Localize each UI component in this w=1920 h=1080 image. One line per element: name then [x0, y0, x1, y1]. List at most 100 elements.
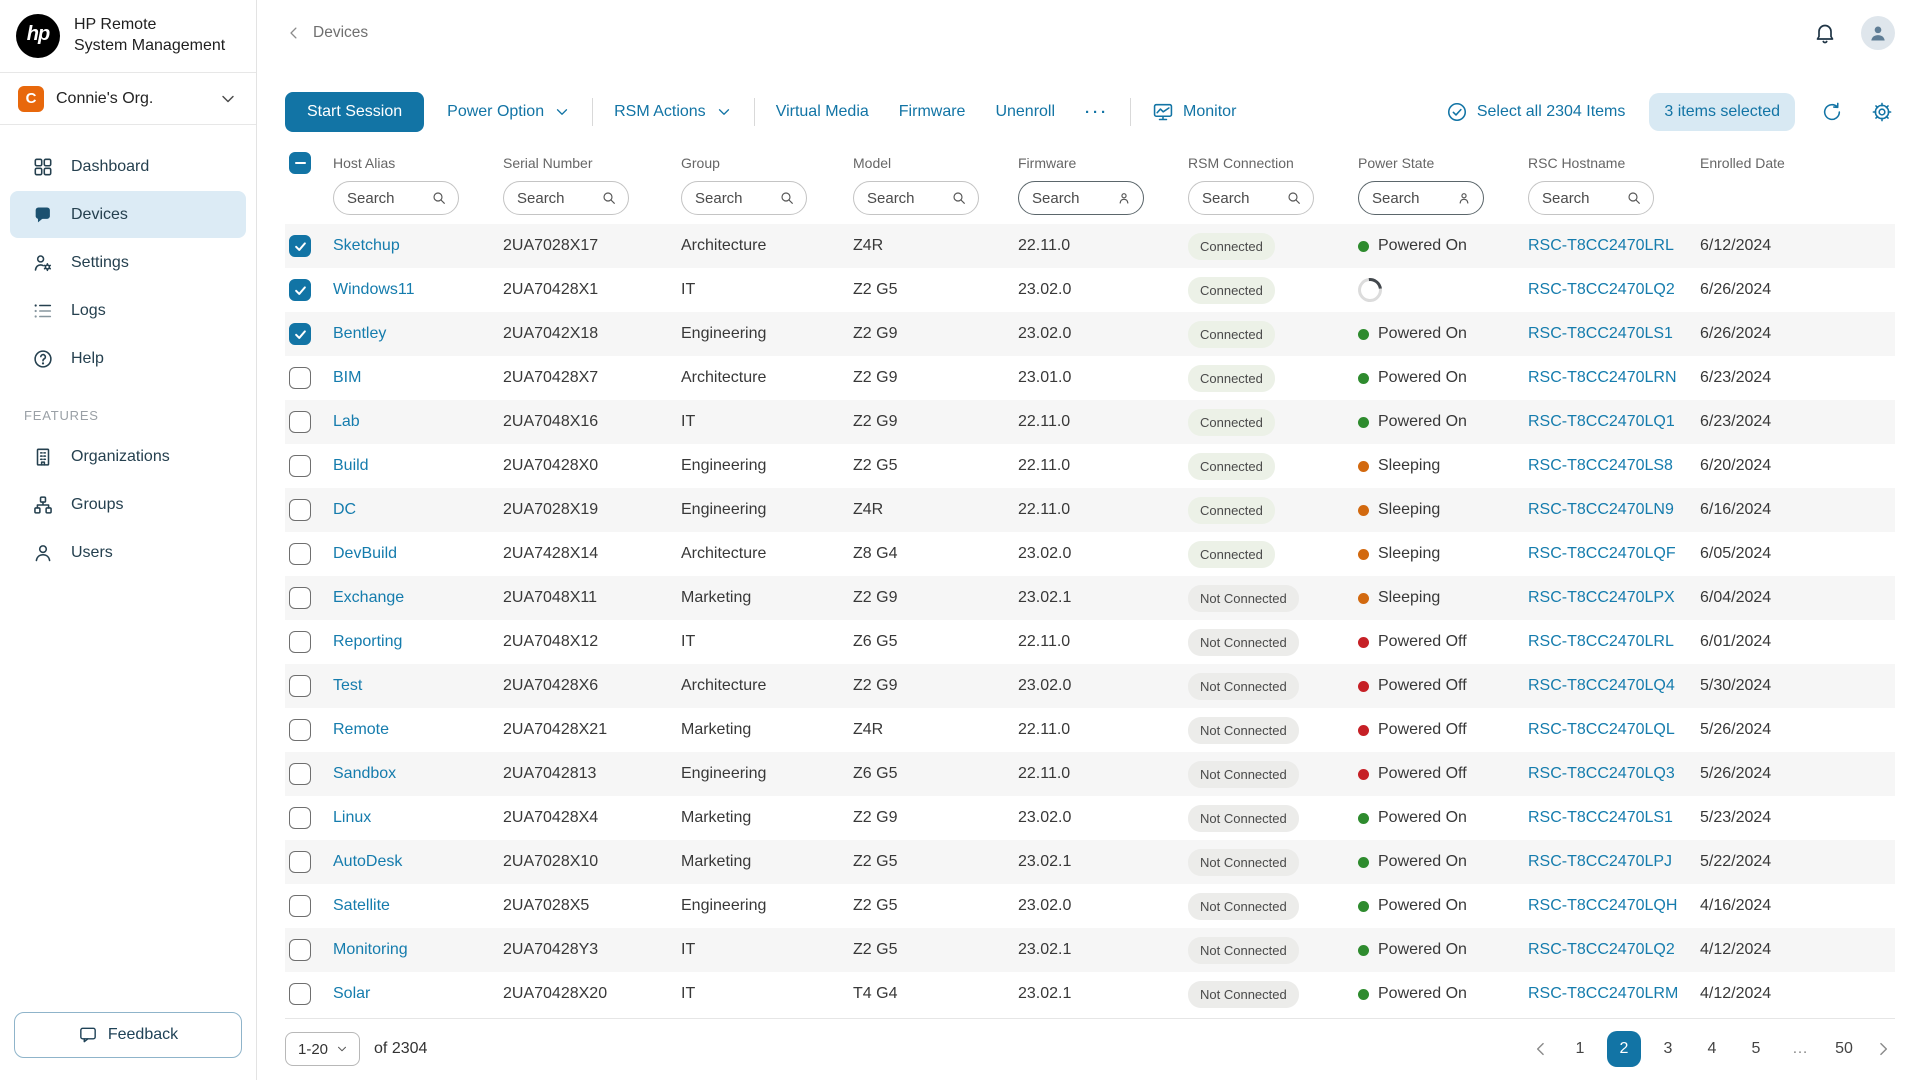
- filter-input-rsm-connection[interactable]: [1202, 190, 1286, 207]
- rsc-hostname-link[interactable]: RSC-T8CC2470LPJ: [1528, 853, 1672, 870]
- user-avatar[interactable]: [1861, 16, 1895, 50]
- host-alias-link[interactable]: BIM: [333, 369, 361, 386]
- row-checkbox[interactable]: [289, 455, 311, 477]
- host-alias-link[interactable]: DC: [333, 501, 356, 518]
- row-checkbox[interactable]: [289, 983, 311, 1005]
- row-checkbox[interactable]: [289, 411, 311, 433]
- row-checkbox[interactable]: [289, 763, 311, 785]
- unenroll-button[interactable]: Unenroll: [980, 92, 1070, 132]
- page-button-50[interactable]: 50: [1827, 1031, 1861, 1067]
- host-alias-link[interactable]: Windows11: [333, 281, 415, 298]
- page-button-2[interactable]: 2: [1607, 1031, 1641, 1067]
- page-button-1[interactable]: 1: [1563, 1031, 1597, 1067]
- previous-page-button[interactable]: [1529, 1037, 1553, 1061]
- row-checkbox[interactable]: [289, 543, 311, 565]
- row-checkbox[interactable]: [289, 235, 311, 257]
- rsc-hostname-link[interactable]: RSC-T8CC2470LQ2: [1528, 941, 1675, 958]
- rsc-hostname-link[interactable]: RSC-T8CC2470LRN: [1528, 369, 1677, 386]
- start-session-button[interactable]: Start Session: [285, 92, 424, 132]
- sidebar-item-dashboard[interactable]: Dashboard: [10, 143, 246, 190]
- sidebar-item-organizations[interactable]: Organizations: [10, 433, 246, 480]
- rsc-hostname-link[interactable]: RSC-T8CC2470LRL: [1528, 237, 1674, 254]
- host-alias-link[interactable]: Build: [333, 457, 369, 474]
- host-alias-link[interactable]: Linux: [333, 809, 371, 826]
- rsc-hostname-link[interactable]: RSC-T8CC2470LS1: [1528, 325, 1673, 342]
- filter-input-rsc-hostname[interactable]: [1542, 190, 1626, 207]
- firmware-button[interactable]: Firmware: [884, 92, 981, 132]
- row-checkbox[interactable]: [289, 587, 311, 609]
- rsc-hostname-link[interactable]: RSC-T8CC2470LQ3: [1528, 765, 1675, 782]
- row-checkbox[interactable]: [289, 851, 311, 873]
- sidebar-item-settings[interactable]: Settings: [10, 239, 246, 286]
- rsc-hostname-link[interactable]: RSC-T8CC2470LQH: [1528, 897, 1677, 914]
- rsc-hostname-link[interactable]: RSC-T8CC2470LS8: [1528, 457, 1673, 474]
- rsc-hostname-link[interactable]: RSC-T8CC2470LQ2: [1528, 281, 1675, 298]
- breadcrumb[interactable]: Devices: [285, 24, 368, 42]
- org-selector[interactable]: C Connie's Org.: [0, 73, 256, 125]
- more-actions-button[interactable]: ···: [1070, 92, 1124, 132]
- monitor-button[interactable]: Monitor: [1137, 92, 1251, 132]
- sidebar-item-logs[interactable]: Logs: [10, 287, 246, 334]
- table-settings-button[interactable]: [1869, 99, 1895, 125]
- notifications-bell-icon[interactable]: [1811, 19, 1839, 47]
- rsc-hostname-link[interactable]: RSC-T8CC2470LQF: [1528, 545, 1676, 562]
- rsc-hostname-link[interactable]: RSC-T8CC2470LQ4: [1528, 677, 1675, 694]
- next-page-button[interactable]: [1871, 1037, 1895, 1061]
- rsc-hostname-link[interactable]: RSC-T8CC2470LQ1: [1528, 413, 1675, 430]
- sidebar-item-label: Users: [71, 544, 113, 562]
- page-size-select[interactable]: 1-20: [285, 1032, 360, 1066]
- row-checkbox[interactable]: [289, 323, 311, 345]
- rsc-hostname-link[interactable]: RSC-T8CC2470LS1: [1528, 809, 1673, 826]
- rsc-hostname-link[interactable]: RSC-T8CC2470LPX: [1528, 589, 1675, 606]
- select-page-checkbox[interactable]: [289, 152, 311, 174]
- row-checkbox[interactable]: [289, 895, 311, 917]
- filter-input-power-state[interactable]: [1372, 190, 1456, 207]
- sidebar-item-devices[interactable]: Devices: [10, 191, 246, 238]
- page-button-5[interactable]: 5: [1739, 1031, 1773, 1067]
- virtual-media-button[interactable]: Virtual Media: [761, 92, 884, 132]
- filter-input-firmware[interactable]: [1032, 190, 1116, 207]
- rsc-hostname-link[interactable]: RSC-T8CC2470LQL: [1528, 721, 1675, 738]
- page-button-3[interactable]: 3: [1651, 1031, 1685, 1067]
- host-alias-link[interactable]: Test: [333, 677, 362, 694]
- host-alias-link[interactable]: Exchange: [333, 589, 404, 606]
- sidebar-item-groups[interactable]: Groups: [10, 481, 246, 528]
- rsm-actions-button[interactable]: RSM Actions: [599, 92, 748, 132]
- host-alias-link[interactable]: Solar: [333, 985, 370, 1002]
- row-checkbox[interactable]: [289, 499, 311, 521]
- page-button-4[interactable]: 4: [1695, 1031, 1729, 1067]
- rsc-hostname-link[interactable]: RSC-T8CC2470LRL: [1528, 633, 1674, 650]
- table-row: Sketchup2UA7028X17ArchitectureZ4R22.11.0…: [285, 224, 1895, 268]
- rsc-hostname-link[interactable]: RSC-T8CC2470LRM: [1528, 985, 1678, 1002]
- host-alias-link[interactable]: AutoDesk: [333, 853, 402, 870]
- feedback-button[interactable]: Feedback: [14, 1012, 242, 1058]
- sidebar-item-users[interactable]: Users: [10, 529, 246, 576]
- row-checkbox[interactable]: [289, 807, 311, 829]
- power-option-button[interactable]: Power Option: [432, 92, 586, 132]
- host-alias-link[interactable]: Monitoring: [333, 941, 408, 958]
- filter-input-model[interactable]: [867, 190, 951, 207]
- host-alias-link[interactable]: Sandbox: [333, 765, 396, 782]
- cell-serial: 2UA7042813: [503, 765, 681, 783]
- host-alias-link[interactable]: Lab: [333, 413, 360, 430]
- host-alias-link[interactable]: Remote: [333, 721, 389, 738]
- row-checkbox[interactable]: [289, 279, 311, 301]
- row-checkbox[interactable]: [289, 631, 311, 653]
- select-all-button[interactable]: Select all 2304 Items: [1446, 101, 1626, 123]
- host-alias-link[interactable]: Sketchup: [333, 237, 400, 254]
- row-checkbox[interactable]: [289, 719, 311, 741]
- row-checkbox[interactable]: [289, 675, 311, 697]
- host-alias-link[interactable]: Bentley: [333, 325, 386, 342]
- filter-input-host-alias[interactable]: [347, 190, 431, 207]
- host-alias-link[interactable]: DevBuild: [333, 545, 397, 562]
- filter-input-serial-number[interactable]: [517, 190, 601, 207]
- row-checkbox[interactable]: [289, 939, 311, 961]
- cell-model: Z2 G9: [853, 589, 1018, 607]
- filter-input-group[interactable]: [695, 190, 779, 207]
- host-alias-link[interactable]: Reporting: [333, 633, 402, 650]
- sidebar-item-help[interactable]: Help: [10, 335, 246, 382]
- rsc-hostname-link[interactable]: RSC-T8CC2470LN9: [1528, 501, 1674, 518]
- host-alias-link[interactable]: Satellite: [333, 897, 390, 914]
- row-checkbox[interactable]: [289, 367, 311, 389]
- refresh-button[interactable]: [1819, 99, 1845, 125]
